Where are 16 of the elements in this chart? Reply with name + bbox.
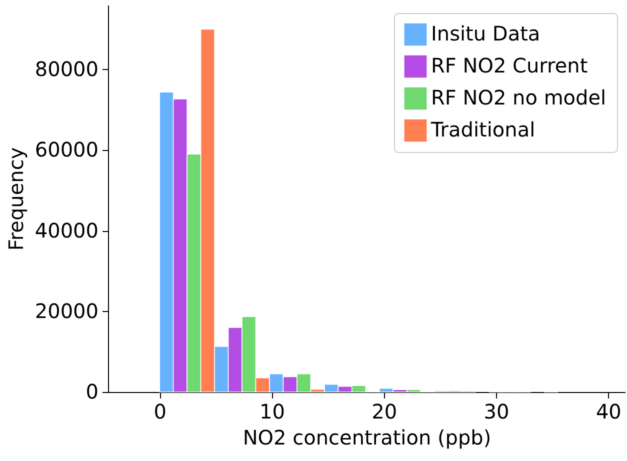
- y-tick-label: 80000: [34, 57, 98, 81]
- x-axis-title: NO2 concentration (ppb): [242, 426, 492, 450]
- y-tick-label: 20000: [34, 298, 98, 323]
- y-tick-label: 60000: [34, 138, 98, 162]
- x-tick-label: 10: [260, 400, 285, 424]
- y-axis-title: Frequency: [4, 147, 28, 251]
- y-tick-label: 0: [86, 380, 98, 404]
- x-tick-label: 40: [596, 400, 622, 424]
- legend-label: Traditional: [430, 118, 536, 142]
- legend-label: RF NO2 Current: [431, 54, 588, 78]
- legend-label: RF NO2 no model: [431, 86, 606, 110]
- x-tick-label: 0: [154, 400, 166, 424]
- x-tick-label: 20: [372, 400, 398, 424]
- y-tick-label: 40000: [34, 218, 98, 242]
- legend-label: Insitu Data: [431, 22, 540, 46]
- x-tick-label: 30: [484, 400, 510, 424]
